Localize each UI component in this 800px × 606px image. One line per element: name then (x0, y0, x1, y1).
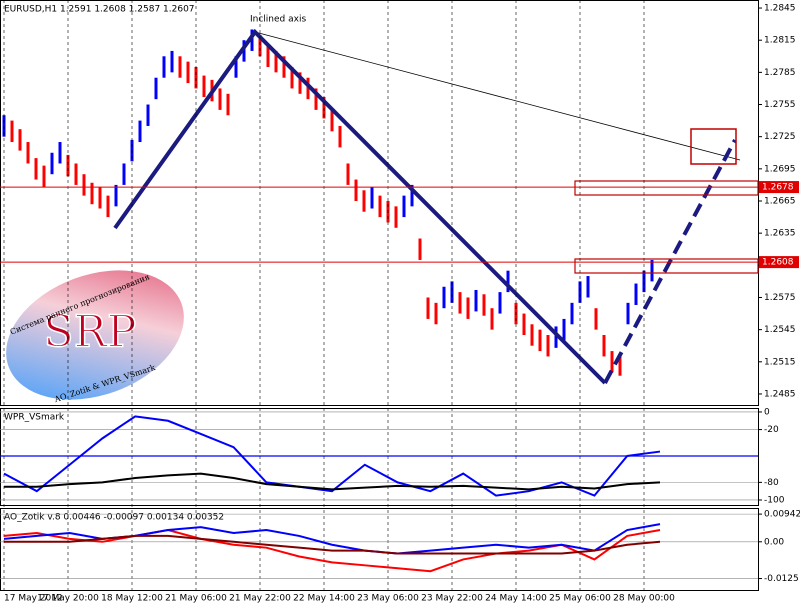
target-box (690, 128, 737, 165)
annotation: Inclined axis (250, 15, 306, 25)
level-box (574, 180, 759, 196)
x-tick-label: 22 May 14:00 (293, 594, 355, 604)
y-tick-label: -20 (764, 425, 779, 435)
indicator-line (4, 534, 661, 555)
x-tick-label: 17 May 20:00 (37, 594, 99, 604)
x-tick-label: 21 May 22:00 (229, 594, 291, 604)
logo: SRP Система раннего прогнозирования AO_Z… (6, 270, 184, 404)
x-tick-label: 23 May 22:00 (421, 594, 483, 604)
y-tick-label: -0.0125 (764, 574, 799, 584)
y-tick-label: 1.2695 (764, 164, 796, 174)
x-tick-label: 25 May 06:00 (549, 594, 611, 604)
logo-mark: SRP (44, 307, 137, 358)
x-tick-label: 21 May 06:00 (165, 594, 227, 604)
indicator-line (4, 472, 661, 491)
y-tick-label: 1.2575 (764, 293, 796, 303)
ao-pane (0, 508, 759, 591)
y-tick-label: 1.2725 (764, 132, 796, 142)
x-tick-label: 28 May 00:00 (613, 594, 675, 604)
pane-title: AO_Zotik v.8 0.00446 -0.00097 0.00134 0.… (4, 513, 224, 523)
y-tick-label: 1.2545 (764, 325, 796, 335)
y-tick-label: 1.2515 (764, 357, 796, 367)
wpr-pane (0, 408, 759, 506)
indicator-line (3, 415, 661, 497)
x-tick-label: 18 May 12:00 (101, 594, 163, 604)
y-tick-label: 1.2635 (764, 229, 796, 239)
y-tick-label: 1.2485 (764, 389, 796, 399)
y-tick-label: 0.00 (764, 537, 784, 547)
x-tick-label: 17 May 2012 (4, 594, 63, 604)
level-label-bg (759, 256, 799, 269)
y-tick-label: 1.2785 (764, 68, 796, 78)
x-tick-label: 23 May 06:00 (357, 594, 419, 604)
y-tick-label: -80 (764, 478, 779, 488)
chart-title: EURUSD,H1 1.2591 1.2608 1.2587 1.2607 (4, 5, 195, 15)
x-tick-label: 24 May 14:00 (485, 594, 547, 604)
level-label: 1.2608 (762, 258, 794, 268)
level-box (574, 258, 759, 274)
logo-ellipse (6, 270, 184, 400)
level-label-bg (759, 181, 799, 194)
main-pane (0, 0, 759, 406)
trend-line (113, 28, 607, 385)
level-label: 1.2678 (762, 183, 794, 193)
y-tick-label: 1.2845 (764, 4, 796, 14)
y-tick-label: 1.2815 (764, 36, 796, 46)
projection-line (603, 139, 737, 384)
y-tick-label: -100 (764, 495, 785, 505)
y-tick-label: 1.2665 (764, 196, 796, 206)
y-tick-label: 1.2755 (764, 100, 796, 110)
inclined-axis (254, 31, 741, 161)
y-tick-label: 0.00942 (764, 510, 800, 520)
pane-title: WPR_VSmark (4, 413, 65, 423)
y-tick-label: 0 (764, 407, 770, 417)
